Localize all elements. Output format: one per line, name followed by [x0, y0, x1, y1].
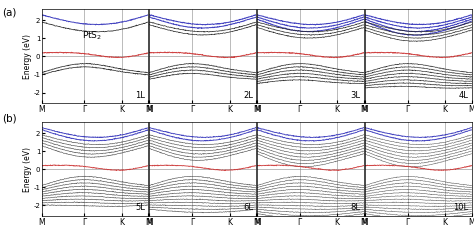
Text: 2L: 2L — [243, 91, 253, 100]
Text: 8L: 8L — [351, 204, 361, 212]
Text: 5L: 5L — [136, 204, 145, 212]
Text: 3L: 3L — [351, 91, 361, 100]
Y-axis label: Energy (eV): Energy (eV) — [23, 147, 32, 192]
Text: 1L: 1L — [136, 91, 145, 100]
Text: 10L: 10L — [453, 204, 468, 212]
Text: 6L: 6L — [243, 204, 253, 212]
Text: (b): (b) — [2, 114, 17, 124]
Y-axis label: Energy (eV): Energy (eV) — [23, 34, 32, 79]
Text: PtS$_2$: PtS$_2$ — [82, 29, 102, 42]
Text: (a): (a) — [2, 7, 17, 17]
Text: 4L: 4L — [458, 91, 468, 100]
